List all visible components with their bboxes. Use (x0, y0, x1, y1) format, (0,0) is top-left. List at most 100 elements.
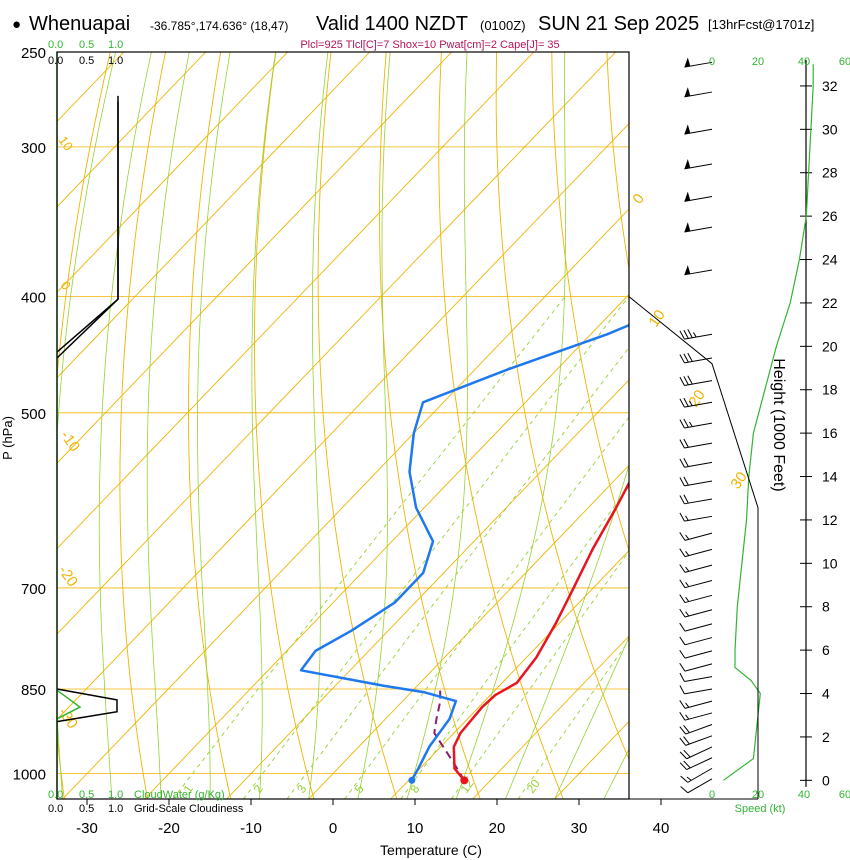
wind-barb (679, 757, 713, 771)
dry-adiabat-line (495, 52, 629, 761)
height-tick-label: 18 (822, 382, 838, 398)
wind-barb-staff (684, 564, 713, 573)
wind-barb-staff (684, 594, 713, 604)
wind-barb-full (679, 548, 686, 557)
height-tick-label: 28 (822, 165, 838, 181)
pressure-tick-label: 700 (21, 581, 46, 598)
x-tick-label: 20 (489, 820, 506, 837)
wind-scale-top-40: 40 (798, 56, 810, 68)
height-tick-label: 16 (822, 425, 838, 441)
moist-adiabat-line (146, 52, 190, 799)
utc-time: (0100Z) (480, 18, 526, 33)
wind-barb (679, 672, 713, 682)
wind-barb-full (679, 608, 686, 618)
isotherm-line (57, 52, 617, 635)
wind-barb-full (683, 397, 689, 407)
wind-barb-staff (687, 778, 713, 794)
wind-barb-full (687, 352, 693, 362)
wind-barb-full (679, 594, 686, 603)
wind-barb (679, 662, 713, 672)
wind-barb-half (689, 421, 693, 427)
wind-barb-staff (684, 579, 713, 589)
wind-scale-top-60: 60 (839, 56, 850, 68)
moist-adiabat-line (98, 52, 152, 799)
wind-barb (679, 746, 713, 760)
isotherm-line (226, 379, 629, 799)
pressure-tick-label: 1000 (13, 767, 46, 784)
wind-panel-frame (628, 52, 759, 799)
forecast-info: [13hrFcst@1701z] (708, 17, 814, 32)
moist-adiabat-line (308, 52, 329, 799)
wind-barb-full (679, 726, 687, 735)
bottom-green-scale-0: 0.0 (48, 789, 63, 801)
height-axis-title: Height (1000 Feet) (770, 358, 787, 491)
wind-barb-full (679, 700, 686, 709)
wind-barb-full (683, 736, 690, 745)
dry-adiabat-line (254, 52, 315, 799)
wind-barb-staff (685, 735, 713, 746)
wind-barb-full (679, 737, 687, 746)
wind-barb-full (679, 512, 685, 522)
x-axis-title: Temperature (C) (380, 842, 482, 858)
surface-temperature-point (460, 776, 469, 785)
wind-barb-full (683, 760, 691, 769)
height-tick-label: 20 (822, 338, 838, 354)
wind-barb (679, 594, 713, 604)
wind-barb (679, 685, 713, 695)
wind-barb-staff (684, 532, 713, 541)
height-tick-label: 14 (822, 469, 838, 485)
wind-scale-top-20: 20 (752, 56, 764, 68)
wind-barb-staff (686, 746, 713, 760)
top-green-scale-2: 1.0 (108, 39, 123, 51)
isotherm-line (57, 52, 535, 550)
low-cloud-water (56, 689, 82, 720)
bottom-scale-1: 0.5 (79, 803, 94, 815)
wind-barb-full (683, 376, 689, 385)
wind-barb-full (679, 439, 685, 449)
sounding-series (299, 323, 629, 785)
wind-barb (679, 494, 713, 505)
adiabat-label: 10 (56, 133, 77, 153)
wind-barb-full (679, 636, 686, 646)
wind-barb (679, 608, 713, 618)
wind-barb-full (680, 775, 689, 783)
wind-barb-flag (684, 265, 691, 275)
wind-barb (679, 622, 713, 632)
height-tick-label: 4 (822, 686, 830, 702)
isotherm-line (57, 52, 453, 464)
top-green-scale-0: 0.0 (48, 39, 63, 51)
height-tick-label: 32 (822, 78, 838, 94)
wind-barb-staff (684, 498, 713, 505)
mixing-ratio-line (286, 346, 629, 799)
wind-barb-full (683, 494, 689, 504)
valid-time: Valid 1400 NZDT (316, 13, 468, 35)
wind-barb-full (679, 419, 685, 429)
wind-barb-half (685, 611, 690, 617)
wind-barb (679, 397, 713, 408)
x-tick-label: 10 (407, 820, 424, 837)
wind-panel (679, 57, 713, 794)
wind-barb-full (679, 495, 685, 505)
pressure-tick-label: 500 (21, 406, 46, 423)
wind-barb (679, 418, 713, 429)
wind-barb-full (679, 685, 685, 695)
valid-date: SUN 21 Sep 2025 (538, 13, 699, 35)
wind-barb (679, 548, 713, 558)
wind-scale-bottom-0: 0 (709, 789, 715, 801)
wind-barb-full (679, 398, 685, 408)
isotherm-line (390, 550, 629, 799)
pressure-tick-label: 250 (21, 45, 46, 62)
wind-barb-full (679, 354, 685, 364)
bottom-scale-2: 1.0 (108, 803, 123, 815)
height-tick-label: 10 (822, 555, 838, 571)
pressure-tick-label: 850 (21, 682, 46, 699)
height-tick-label: 8 (822, 599, 830, 615)
wind-barb-full (679, 662, 686, 672)
top-scale-0: 0.0 (48, 55, 63, 67)
wind-barb (679, 649, 713, 659)
wind-barb (684, 57, 713, 68)
cloudwater-label: CloudWater (g/Kg) (134, 789, 225, 801)
wind-barb-staff (684, 548, 713, 558)
station-name: Whenuapai (29, 13, 130, 35)
